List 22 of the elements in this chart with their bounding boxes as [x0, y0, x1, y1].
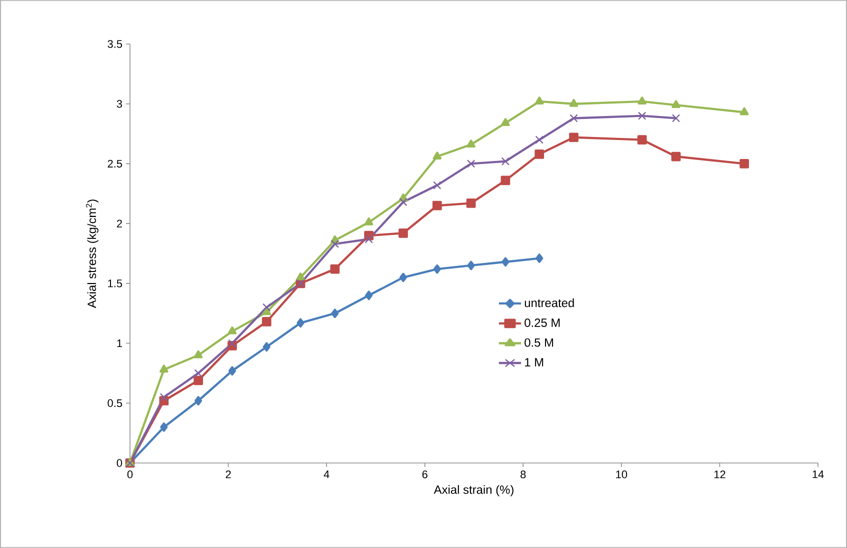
x-tick-label: 10: [616, 470, 628, 478]
y-tick-label: 0.5: [108, 399, 122, 408]
x-tick-label: 8: [520, 470, 526, 478]
x-axis-title: Axial strain (%): [434, 485, 514, 496]
x-tick-label: 12: [714, 470, 726, 478]
y-axis-title: Axial stress (kg/cm$^{2}$): [86, 200, 98, 308]
legend-label: 0.5 M: [524, 338, 554, 347]
y-tick-label: 3.5: [108, 40, 122, 48]
legend-label: 0.25 M: [524, 318, 560, 327]
y-tick-label: 2: [116, 220, 122, 228]
y-tick-label: 3: [116, 100, 122, 108]
x-tick-label: 4: [324, 470, 330, 478]
x-tick-label: 14: [812, 470, 824, 478]
legend-label: 1 M: [525, 358, 544, 366]
legend-label: untreated: [524, 298, 574, 308]
y-tick-label: 1.5: [108, 280, 122, 288]
y-tick-label: 2.5: [108, 160, 122, 168]
y-tick-label: 0: [116, 459, 122, 467]
x-tick-label: 6: [422, 470, 428, 478]
x-tick-label: 0: [127, 470, 133, 478]
y-tick-label: 1: [117, 340, 122, 348]
x-tick-label: 2: [226, 470, 231, 478]
